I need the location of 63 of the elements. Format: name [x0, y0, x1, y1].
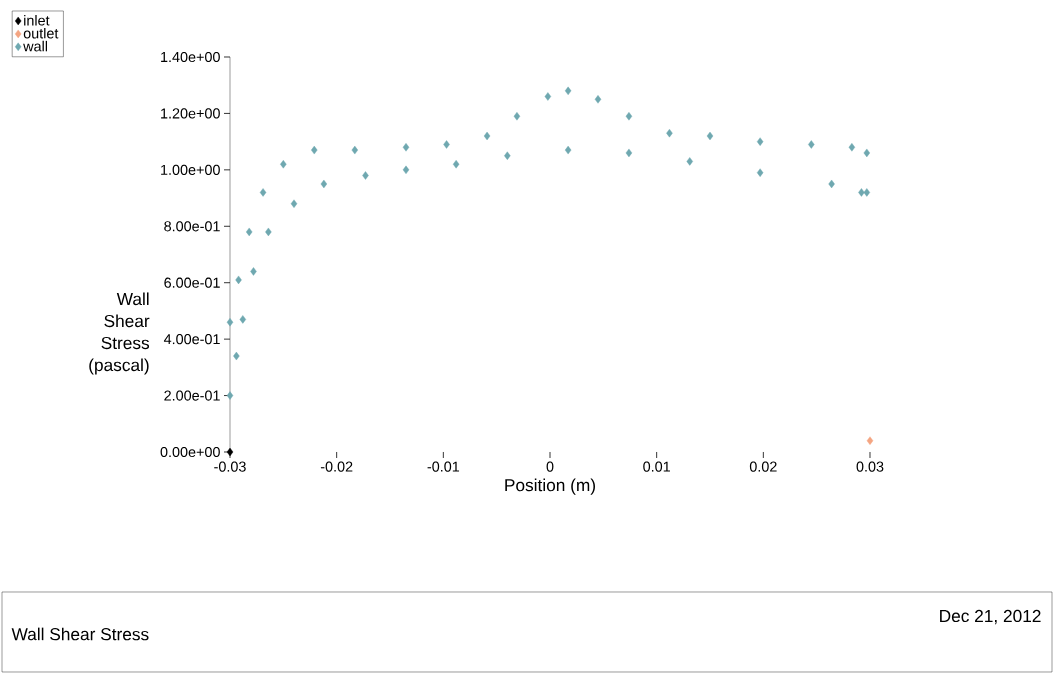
point	[452, 160, 460, 169]
legend-label: inlet	[24, 15, 50, 26]
point	[235, 275, 242, 285]
point	[828, 179, 835, 189]
point	[246, 227, 253, 237]
y-tick-label: 1.00e+00	[161, 164, 220, 175]
y-axis-title: Wall Shear Stress (pascal)	[89, 292, 150, 375]
point	[290, 199, 298, 208]
y-tick-label: 0.00e+00	[160, 446, 220, 458]
legend-label: outlet	[23, 27, 59, 39]
point	[866, 436, 874, 445]
y-tick-label: 8.00e-01	[164, 221, 220, 232]
x-tick-label: 0.02	[749, 461, 777, 472]
point	[226, 318, 234, 327]
x-tick-label: 0.01	[643, 461, 670, 472]
point	[666, 128, 673, 138]
point	[250, 267, 257, 276]
point	[863, 188, 870, 197]
y-tick-label: 6.00e-01	[164, 277, 220, 288]
point	[706, 131, 714, 141]
point	[280, 160, 287, 169]
point	[858, 188, 865, 197]
text: Wall Shear Stress	[11, 627, 149, 641]
point	[402, 165, 410, 175]
point	[239, 315, 246, 324]
point	[686, 157, 693, 166]
point	[233, 351, 240, 361]
point	[443, 140, 450, 149]
x-axis-title: Position (m)	[505, 478, 595, 495]
x-tick-label: -0.01	[427, 461, 460, 472]
point	[625, 112, 633, 121]
y-tick-label: 2.00e-01	[164, 390, 220, 401]
point	[320, 179, 328, 189]
point	[226, 447, 234, 457]
point	[265, 227, 272, 237]
point	[402, 143, 410, 152]
point	[544, 92, 552, 101]
point	[513, 112, 521, 121]
y-tick-label: 4.00e-01	[163, 334, 220, 345]
point	[362, 171, 369, 180]
point	[756, 168, 764, 177]
point	[226, 391, 234, 400]
point	[594, 95, 602, 104]
point	[756, 137, 764, 146]
point	[564, 145, 572, 155]
x-tick-label: 0.03	[856, 461, 884, 472]
point	[311, 145, 318, 155]
x-tick-label: -0.03	[214, 461, 246, 472]
point	[483, 131, 491, 141]
point	[863, 148, 870, 158]
x-tick-label: -0.02	[320, 461, 353, 472]
point	[351, 145, 358, 155]
y-tick-label: 1.40e+00	[161, 51, 220, 63]
point	[259, 188, 267, 197]
y-tick-label: 1.20e+00	[161, 108, 220, 119]
point	[504, 151, 511, 160]
x-tick-label: 0	[546, 461, 554, 472]
point	[625, 148, 633, 158]
point	[848, 143, 856, 152]
legend-label: wall	[23, 40, 48, 52]
point	[564, 86, 572, 96]
point	[808, 140, 815, 149]
text: Dec 21, 2012	[940, 609, 1041, 625]
